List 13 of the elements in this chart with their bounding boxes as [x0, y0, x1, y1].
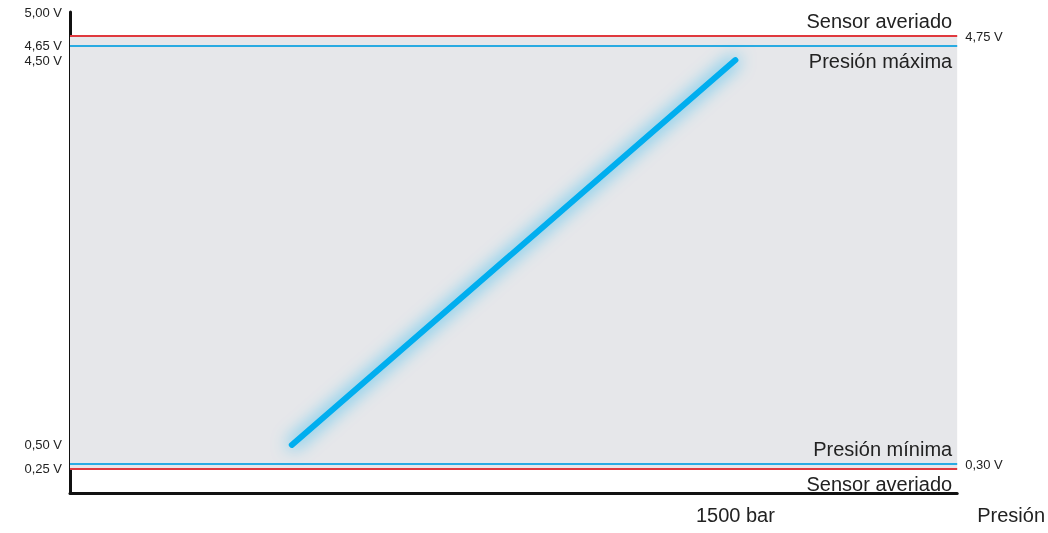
- ref-line-label: Presión máxima: [808, 49, 954, 72]
- y-tick-label: 5,00 V: [24, 4, 63, 20]
- y2-tick-label: 0,30 V: [965, 456, 1004, 472]
- y2-tick-label: 4,75 V: [965, 28, 1004, 44]
- ref-line-label: Sensor averiado: [806, 472, 953, 495]
- y-tick-label: 0,50 V: [24, 437, 63, 453]
- ref-line-label: Presión mínima: [813, 438, 954, 461]
- y-tick-label: 0,25 V: [24, 461, 63, 477]
- x-tick-label: 1500 bar: [695, 504, 776, 526]
- y-tick-label: 4,65 V: [24, 38, 63, 54]
- x-axis-title: Presión: [977, 504, 1045, 526]
- ref-line-label: Sensor averiado: [806, 10, 953, 33]
- y-tick-label: 4,50 V: [24, 52, 63, 68]
